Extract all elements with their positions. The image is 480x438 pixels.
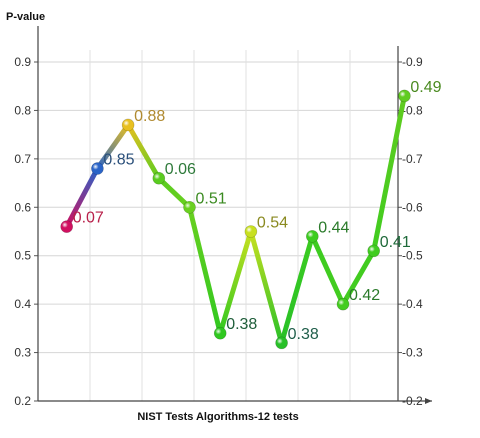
right-y-tick-labels: -0.2 -0.3 -0.4 -0.5 -0.6 -0.7 -0.8 -0.9 [402,55,423,408]
right-y-tick-label: -0.9 [402,55,423,69]
data-label: 0.07 [73,210,104,227]
left-y-tick-labels: 0.2 0.3 0.4 0.5 0.6 0.7 0.8 0.9 [14,55,31,408]
data-label: 0.38 [288,326,319,343]
data-label: 0.38 [226,316,257,333]
left-y-tick-label: 0.8 [14,103,31,117]
data-point [275,336,288,350]
x-axis-arrow-icon [425,398,432,404]
data-point [152,171,166,185]
data-label: 0.88 [134,108,165,125]
line-segment [340,248,377,307]
line-segment [156,175,192,210]
data-point [60,220,73,233]
right-y-tick-label: -0.6 [402,200,423,214]
left-y-tick-label: 0.7 [14,152,31,166]
x-axis-title: NIST Tests Algorithms-12 tests [137,411,298,423]
line-segment [248,229,285,346]
line-segment [309,233,346,307]
line-segment [125,122,162,181]
data-point [244,225,258,238]
line-segment [217,229,254,336]
data-point [213,326,227,340]
data-point [121,118,135,132]
line-segment [94,122,131,172]
right-y-tick-label: -0.5 [402,249,423,263]
data-label: 0.49 [410,79,441,96]
right-y-tick-label: -0.2 [402,394,423,408]
right-y-tick-label: -0.7 [402,152,423,166]
grid-lines [38,50,398,401]
data-label: 0.51 [196,190,227,207]
data-label: 0.54 [257,215,288,232]
line-segment [187,204,223,336]
left-y-tick-label: 0.2 [14,394,31,408]
data-point [336,297,350,311]
series-points [60,89,411,350]
data-point [305,230,319,243]
data-point [367,244,381,258]
data-label: 0.41 [380,234,411,251]
data-point [183,200,196,214]
axes [34,26,432,404]
series-line [64,93,407,346]
data-label: 0.85 [103,152,134,169]
right-y-tick-label: -0.8 [402,103,423,117]
data-label: 0.06 [165,161,196,178]
data-point [398,89,411,103]
data-point [91,162,104,175]
right-y-tick-label: -0.3 [402,346,423,360]
y-axis-title: P-value [6,11,45,23]
line-segment [371,93,407,254]
left-y-tick-label: 0.6 [14,200,31,214]
right-y-tick-label: -0.4 [402,297,423,311]
data-label: 0.44 [318,219,349,236]
left-y-tick-label: 0.9 [14,55,31,69]
data-labels: 0.07 0.85 0.88 0.060.51 0.38 0.54 0.38 0.44 0.42… [73,79,442,343]
data-label: 0.42 [349,287,380,304]
line-segment [64,166,100,230]
left-y-tick-label: 0.5 [14,249,31,263]
left-y-tick-label: 0.3 [14,346,31,360]
left-y-tick-label: 0.4 [14,297,31,311]
line-segment [279,233,315,346]
